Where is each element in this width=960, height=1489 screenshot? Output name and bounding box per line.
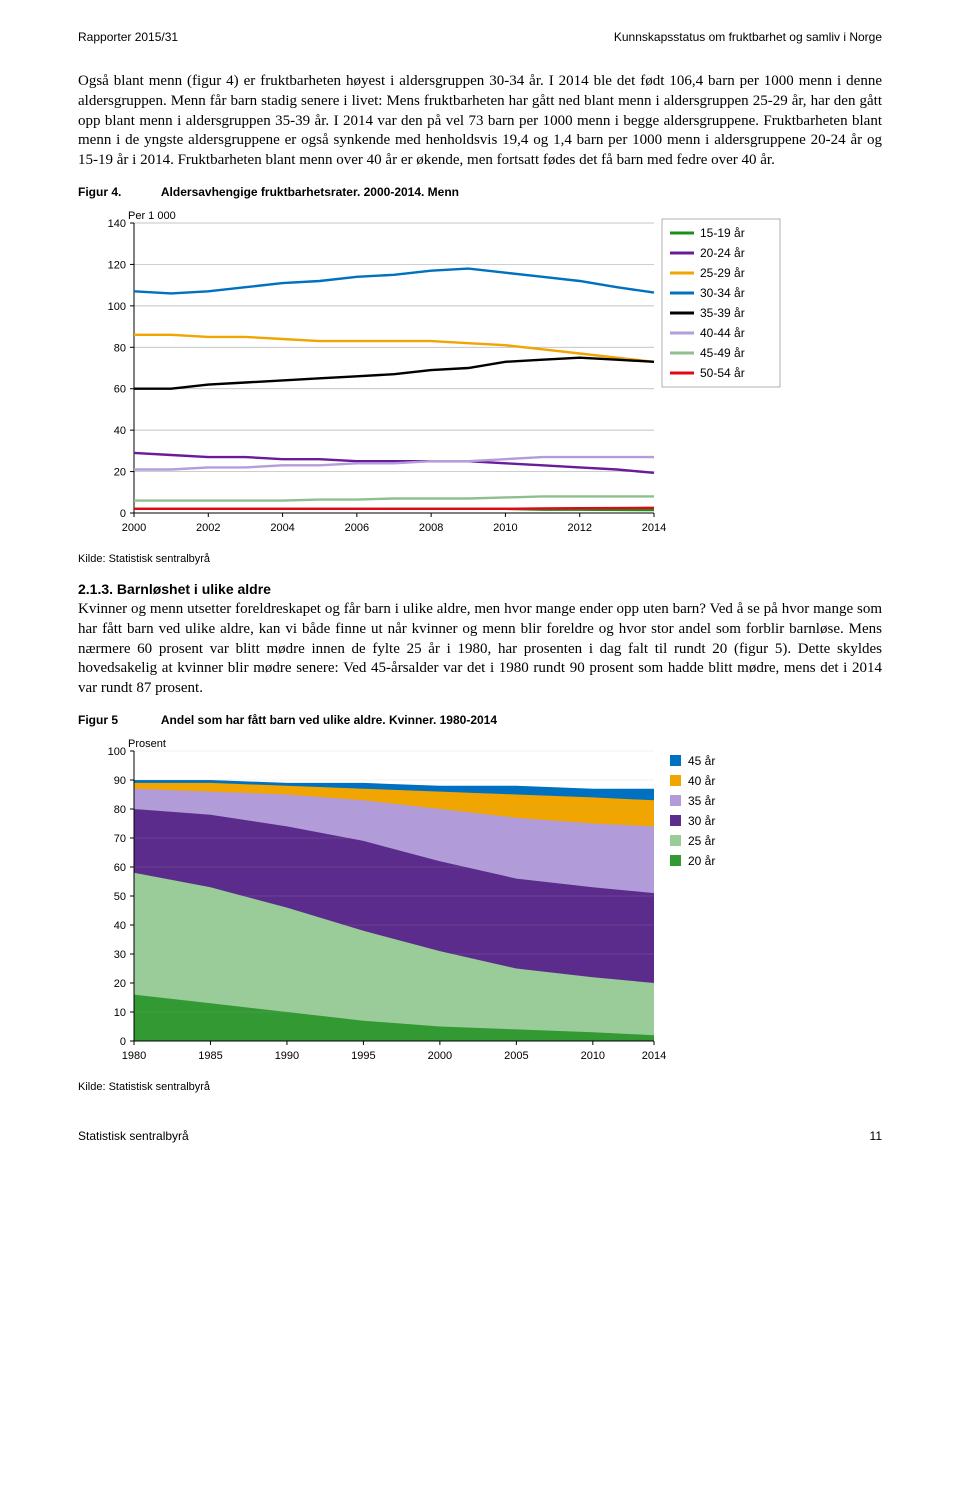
svg-text:2010: 2010 xyxy=(493,522,517,534)
figure-4-chart: 0 20 40 60 80 100 120 140 2000 2002 2004 2006 2008 20… xyxy=(78,205,882,549)
svg-text:Prosent: Prosent xyxy=(128,738,166,750)
figure-5-source: Kilde: Statistisk sentralbyrå xyxy=(78,1081,882,1093)
svg-text:25 år: 25 år xyxy=(688,834,715,848)
svg-text:2008: 2008 xyxy=(419,522,443,534)
svg-text:60: 60 xyxy=(114,384,126,396)
header-right: Kunnskapsstatus om fruktbarhet og samliv… xyxy=(614,30,882,44)
section-2-1-3-text: Kvinner og menn utsetter foreldreskapet … xyxy=(78,600,882,699)
svg-text:1995: 1995 xyxy=(351,1050,375,1062)
svg-text:140: 140 xyxy=(108,218,126,230)
svg-text:100: 100 xyxy=(108,746,126,758)
svg-text:80: 80 xyxy=(114,342,126,354)
svg-text:40: 40 xyxy=(114,920,126,932)
svg-text:2006: 2006 xyxy=(345,522,369,534)
figure-4-source: Kilde: Statistisk sentralbyrå xyxy=(78,553,882,565)
svg-text:40: 40 xyxy=(114,425,126,437)
svg-text:100: 100 xyxy=(108,301,126,313)
svg-text:1980: 1980 xyxy=(122,1050,146,1062)
figure-5-chart: 0 10 20 30 40 50 60 70 80 90 100 1980 1985 1990 1995 20… xyxy=(78,733,882,1077)
paragraph-1: Også blant menn (figur 4) er fruktbarhet… xyxy=(78,72,882,171)
svg-text:2002: 2002 xyxy=(196,522,220,534)
footer-right: 11 xyxy=(870,1129,882,1143)
figure-5-title: Figur 5 Andel som har fått barn ved ulik… xyxy=(78,713,882,727)
svg-text:50-54 år: 50-54 år xyxy=(700,366,745,380)
svg-text:50: 50 xyxy=(114,891,126,903)
svg-text:10: 10 xyxy=(114,1007,126,1019)
svg-text:40-44 år: 40-44 år xyxy=(700,326,745,340)
svg-text:25-29 år: 25-29 år xyxy=(700,266,745,280)
section-2-1-3-heading: 2.1.3. Barnløshet i ulike aldre xyxy=(78,581,882,597)
svg-text:40 år: 40 år xyxy=(688,774,715,788)
svg-text:35 år: 35 år xyxy=(688,794,715,808)
svg-text:1990: 1990 xyxy=(275,1050,299,1062)
svg-text:2010: 2010 xyxy=(581,1050,605,1062)
svg-text:45-49 år: 45-49 år xyxy=(700,346,745,360)
svg-text:90: 90 xyxy=(114,775,126,787)
header-left: Rapporter 2015/31 xyxy=(78,30,178,44)
svg-text:2000: 2000 xyxy=(122,522,146,534)
svg-text:0: 0 xyxy=(120,508,126,520)
svg-text:120: 120 xyxy=(108,259,126,271)
svg-text:20: 20 xyxy=(114,467,126,479)
svg-text:15-19 år: 15-19 år xyxy=(700,226,745,240)
svg-text:30-34 år: 30-34 år xyxy=(700,286,745,300)
svg-text:30: 30 xyxy=(114,949,126,961)
svg-text:2014: 2014 xyxy=(642,522,666,534)
svg-text:60: 60 xyxy=(114,862,126,874)
svg-text:2000: 2000 xyxy=(428,1050,452,1062)
svg-text:0: 0 xyxy=(120,1036,126,1048)
svg-text:2005: 2005 xyxy=(504,1050,528,1062)
svg-text:2012: 2012 xyxy=(567,522,591,534)
svg-text:2014: 2014 xyxy=(642,1050,666,1062)
svg-text:35-39 år: 35-39 år xyxy=(700,306,745,320)
svg-text:Per 1 000: Per 1 000 xyxy=(128,210,176,222)
svg-text:20-24 år: 20-24 år xyxy=(700,246,745,260)
svg-text:20: 20 xyxy=(114,978,126,990)
svg-text:1985: 1985 xyxy=(198,1050,222,1062)
figure-4-title: Figur 4. Aldersavhengige fruktbarhetsrat… xyxy=(78,185,882,199)
svg-text:30 år: 30 år xyxy=(688,814,715,828)
svg-text:45 år: 45 år xyxy=(688,754,715,768)
svg-text:70: 70 xyxy=(114,833,126,845)
footer-left: Statistisk sentralbyrå xyxy=(78,1129,189,1143)
svg-text:80: 80 xyxy=(114,804,126,816)
svg-text:20 år: 20 år xyxy=(688,854,715,868)
svg-text:2004: 2004 xyxy=(270,522,294,534)
